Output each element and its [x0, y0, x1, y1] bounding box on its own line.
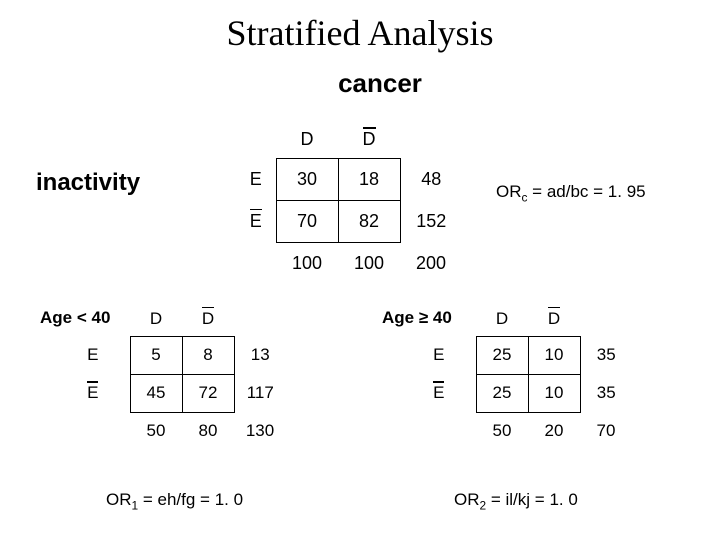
s2-c: 25 [476, 374, 528, 412]
cell-d: 82 [338, 200, 400, 242]
crude-table: D D E 30 18 48 E 70 82 152 100 100 200 [236, 122, 462, 284]
cell-col2: 100 [338, 242, 400, 284]
s1-c: 45 [130, 374, 182, 412]
s2-cd: 35 [580, 374, 632, 412]
s2-d: 10 [528, 374, 580, 412]
s1-a: 5 [130, 336, 182, 374]
s2-n: 70 [580, 412, 632, 450]
s2-b: 10 [528, 336, 580, 374]
or-crude: ORc = ad/bc = 1. 95 [496, 182, 646, 204]
cancer-label: cancer [40, 68, 720, 99]
s1-col2: 80 [182, 412, 234, 450]
s2-row-E: E [402, 336, 476, 374]
page-title: Stratified Analysis [0, 0, 720, 54]
s2-row-Ebar: E [402, 374, 476, 412]
or-s2: OR2 = il/kj = 1. 0 [454, 490, 578, 512]
s2-col-D: D [476, 302, 528, 336]
s1-row-E: E [56, 336, 130, 374]
s2-col1: 50 [476, 412, 528, 450]
s1-row-Ebar: E [56, 374, 130, 412]
s1-b: 8 [182, 336, 234, 374]
s1-col1: 50 [130, 412, 182, 450]
s2-a: 25 [476, 336, 528, 374]
s1-ab: 13 [234, 336, 286, 374]
cell-b: 18 [338, 158, 400, 200]
col-Dbar: D [338, 122, 400, 158]
cell-n: 200 [400, 242, 462, 284]
inactivity-label: inactivity [36, 169, 140, 197]
s1-col-Dbar: D [182, 302, 234, 336]
s2-col-Dbar: D [528, 302, 580, 336]
row-E: E [236, 158, 276, 200]
s2-col2: 20 [528, 412, 580, 450]
s1-table: D D E 5 8 13 E 45 72 117 50 80 130 [56, 302, 286, 450]
s1-col-D: D [130, 302, 182, 336]
s1-cd: 117 [234, 374, 286, 412]
col-D: D [276, 122, 338, 158]
cell-c: 70 [276, 200, 338, 242]
s1-n: 130 [234, 412, 286, 450]
cell-cd: 152 [400, 200, 462, 242]
s2-table: D D E 25 10 35 E 25 10 35 50 20 70 [402, 302, 632, 450]
cell-a: 30 [276, 158, 338, 200]
cell-col1: 100 [276, 242, 338, 284]
row-Ebar: E [236, 200, 276, 242]
or-s1: OR1 = eh/fg = 1. 0 [106, 490, 243, 512]
s1-d: 72 [182, 374, 234, 412]
s2-ab: 35 [580, 336, 632, 374]
cell-ab: 48 [400, 158, 462, 200]
